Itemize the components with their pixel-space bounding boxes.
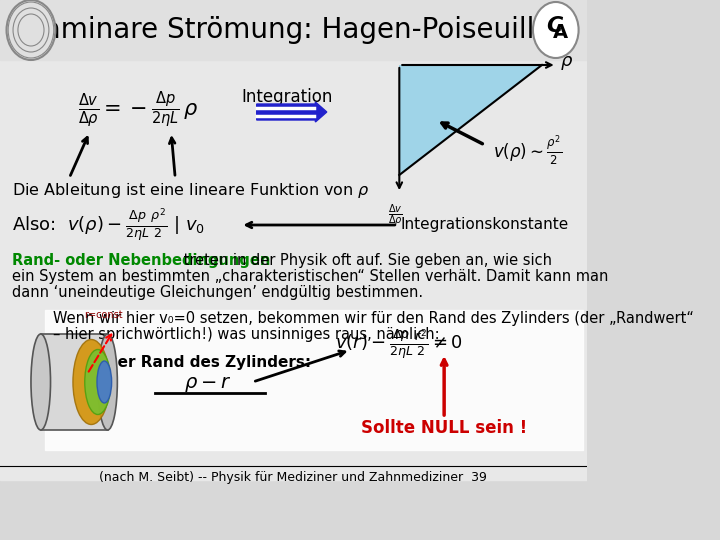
Text: $v(r) -\frac{\Delta p}{2\eta L}\frac{r^2}{2}\neq 0$: $v(r) -\frac{\Delta p}{2\eta L}\frac{r^2… xyxy=(336,327,463,361)
Text: $\frac{\Delta v}{\Delta\rho}$: $\frac{\Delta v}{\Delta\rho}$ xyxy=(388,203,402,230)
Circle shape xyxy=(6,0,55,60)
Text: ein System an bestimmten „charakteristischen“ Stellen verhält. Damit kann man: ein System an bestimmten „charakteristis… xyxy=(12,268,608,284)
Text: Integration: Integration xyxy=(241,88,333,106)
Polygon shape xyxy=(400,65,542,175)
Text: $v(\rho)\sim\frac{\rho^2}{2}$: $v(\rho)\sim\frac{\rho^2}{2}$ xyxy=(493,133,562,167)
Ellipse shape xyxy=(85,349,111,415)
Text: $\rho - r$: $\rho - r$ xyxy=(184,375,232,394)
Text: Der Rand des Zylinders:: Der Rand des Zylinders: xyxy=(104,354,311,369)
Text: $\frac{\Delta v}{\Delta\rho} = -\frac{\Delta p}{2\eta L}\,\rho$: $\frac{\Delta v}{\Delta\rho} = -\frac{\D… xyxy=(78,90,199,130)
Text: dann ‘uneindeutige Gleichungen’ endgültig bestimmen.: dann ‘uneindeutige Gleichungen’ endgülti… xyxy=(12,285,423,300)
Text: treten in der Physik oft auf. Sie geben an, wie sich: treten in der Physik oft auf. Sie geben … xyxy=(179,253,552,267)
Text: Die Ableitung ist eine lineare Funktion von $\rho$: Die Ableitung ist eine lineare Funktion … xyxy=(12,180,370,199)
FancyArrow shape xyxy=(257,102,327,122)
Ellipse shape xyxy=(98,334,117,430)
Text: C: C xyxy=(546,16,562,36)
Text: A: A xyxy=(553,23,568,42)
Text: $\rho$: $\rho$ xyxy=(560,54,573,72)
Text: – hier sprichwörtlich!) was unsinniges raus, nämlich:: – hier sprichwörtlich!) was unsinniges r… xyxy=(53,327,440,341)
Ellipse shape xyxy=(97,361,112,403)
Text: Also:  $v(\rho) -\frac{\Delta p}{2\eta L}\frac{\rho^2}{2}\ |\ v_0$: Also: $v(\rho) -\frac{\Delta p}{2\eta L}… xyxy=(12,206,205,244)
Bar xyxy=(0,0,587,60)
Text: Sollte NULL sein !: Sollte NULL sein ! xyxy=(361,419,527,437)
Text: laminare Strömung: Hagen-Poiseuille: laminare Strömung: Hagen-Poiseuille xyxy=(36,16,551,44)
Bar xyxy=(41,334,107,430)
Bar xyxy=(45,310,582,450)
Circle shape xyxy=(533,2,579,58)
Text: Wenn wir hier v₀=0 setzen, bekommen wir für den Rand des Zylinders (der „Randwer: Wenn wir hier v₀=0 setzen, bekommen wir … xyxy=(53,310,694,326)
Text: Integrationskonstante: Integrationskonstante xyxy=(401,218,570,233)
Ellipse shape xyxy=(73,340,109,424)
Text: r=const: r=const xyxy=(84,310,123,320)
Text: Rand- oder Nebenbedingungen: Rand- oder Nebenbedingungen xyxy=(12,253,271,267)
Bar xyxy=(0,60,587,480)
Ellipse shape xyxy=(31,334,50,430)
Text: (nach M. Seibt) -- Physik für Mediziner und Zahnmediziner  39: (nach M. Seibt) -- Physik für Mediziner … xyxy=(99,470,487,483)
